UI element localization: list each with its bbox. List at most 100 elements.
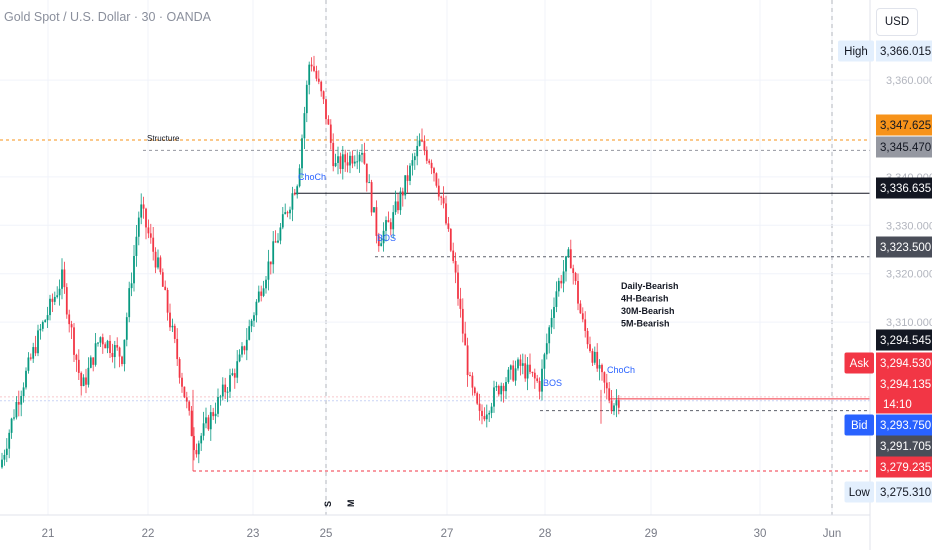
candle-body (435, 173, 438, 186)
candle-body (505, 381, 507, 392)
candle-body (428, 160, 431, 163)
candle-body (123, 339, 126, 365)
x-tick-label: 30 (754, 528, 767, 540)
candle-body (8, 432, 11, 449)
candle-body (517, 359, 519, 369)
candle-body (471, 375, 474, 388)
candle-body (277, 240, 279, 243)
candle-body (281, 214, 284, 228)
price-label-box (876, 40, 932, 62)
candle-body (25, 370, 27, 388)
candle-body (286, 212, 289, 214)
candle-body (581, 313, 584, 320)
candle-body (250, 320, 253, 327)
candle-body (169, 312, 171, 328)
candle-body (301, 138, 303, 169)
candle-body (411, 160, 414, 166)
candle-body (233, 373, 236, 378)
candle-body (397, 201, 399, 211)
candle-body (485, 414, 488, 420)
candle-body (562, 271, 565, 284)
candle-body (274, 241, 277, 243)
price-label-value: 3,366.015 (880, 46, 931, 58)
candle-body (128, 288, 131, 318)
candle-body (601, 364, 603, 373)
bias-note-line: Daily-Bearish (621, 281, 679, 291)
candle-body (308, 64, 311, 85)
candle-body (214, 413, 217, 417)
currency-selector[interactable]: USD (876, 8, 918, 36)
candle-body (495, 386, 498, 388)
candle-body (293, 193, 296, 195)
candle-body (104, 344, 107, 349)
price-label-tag (844, 414, 874, 436)
x-tick-label: 21 (42, 528, 55, 540)
candle-body (49, 298, 51, 316)
candle-body (325, 99, 327, 120)
price-label-value: 3,294.530 (880, 358, 931, 370)
candle-body (238, 354, 241, 362)
candle-body (130, 283, 133, 289)
candle-body (207, 417, 210, 430)
x-tick-label: Jun (823, 528, 842, 540)
candle-body (413, 156, 416, 161)
x-tick-label: 23 (247, 528, 260, 540)
candle-body (118, 347, 121, 357)
bias-note-line: 30M-Bearish (621, 306, 675, 316)
candle-body (99, 337, 102, 343)
price-label-value: 3,345.470 (880, 142, 931, 154)
candle-body (356, 161, 359, 163)
candle-body (529, 364, 531, 372)
candle-body (608, 388, 611, 401)
candle-body (140, 204, 143, 218)
price-label-value: 3,347.625 (880, 120, 931, 132)
candle-body (377, 235, 380, 247)
candle-body (200, 435, 203, 444)
annotation-label: Structure (147, 134, 180, 143)
candle-body (212, 412, 215, 417)
candle-body (617, 400, 620, 408)
candle-body (452, 250, 455, 262)
candle-body (425, 150, 428, 161)
candle-body (548, 327, 551, 344)
candle-body (603, 372, 606, 383)
candle-body (337, 156, 339, 163)
candle-body (459, 298, 462, 309)
candle-body (382, 230, 385, 244)
candle-body (209, 412, 212, 430)
candle-body (365, 163, 368, 183)
price-label-tag-text: Ask (850, 358, 869, 370)
candle-body (577, 281, 579, 304)
price-label-value: 3,323.500 (880, 242, 931, 254)
candle-body (75, 354, 78, 360)
candle-body (173, 325, 176, 339)
candle-body (195, 450, 198, 455)
candle-body (65, 287, 68, 315)
candle-body (236, 361, 239, 378)
candle-body (291, 193, 294, 210)
candle-body (572, 268, 575, 273)
candle-body (63, 269, 66, 288)
candle-body (512, 365, 515, 381)
candle-body (457, 272, 459, 299)
candle-body (416, 145, 419, 157)
candle-body (29, 357, 32, 359)
candle-body (3, 454, 6, 460)
candle-body (176, 338, 179, 360)
candle-body (46, 315, 49, 321)
candle-body (181, 377, 183, 387)
candle-body (56, 295, 59, 297)
candle-body (82, 377, 85, 387)
price-label-value: 3,294.135 (880, 379, 931, 391)
candle-body (466, 345, 469, 376)
candle-body (380, 243, 383, 247)
candle-body (322, 91, 325, 100)
price-label-tag (844, 352, 874, 374)
candle-body (490, 406, 493, 413)
candle-body (183, 386, 186, 398)
candle-body (483, 416, 486, 420)
candle-body (317, 78, 320, 82)
candle-body (109, 340, 111, 353)
candle-body (437, 185, 440, 197)
